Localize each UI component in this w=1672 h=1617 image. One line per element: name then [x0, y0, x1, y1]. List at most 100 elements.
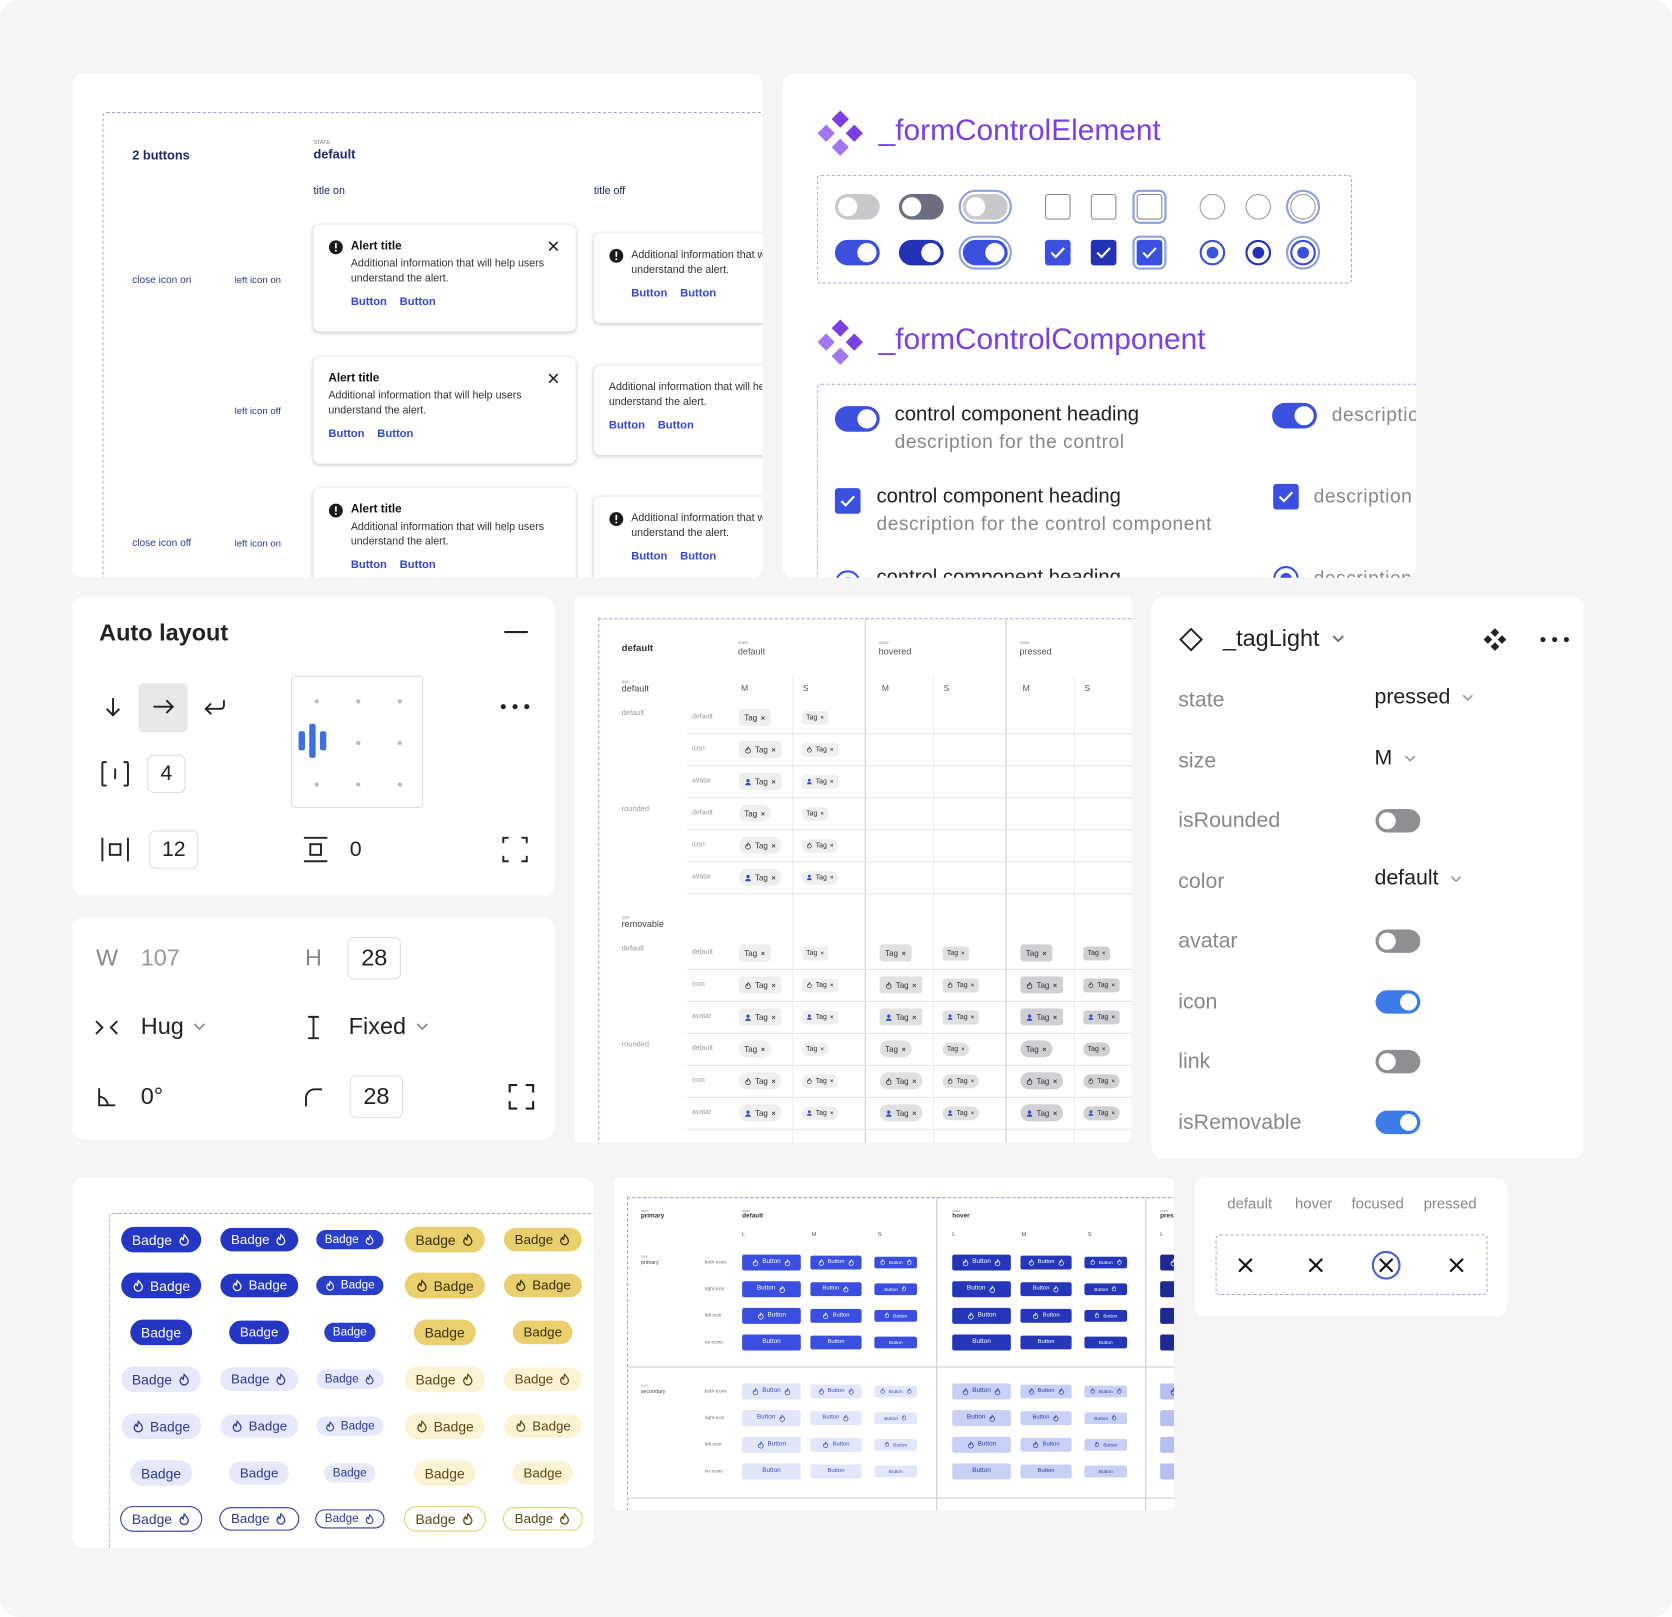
shape	[848, 1387, 854, 1395]
avatar-icon	[1088, 1014, 1094, 1020]
shape	[1170, 1258, 1174, 1266]
shape	[745, 874, 751, 881]
heading: 2 buttons	[132, 147, 190, 163]
shape	[1026, 981, 1033, 989]
alert-body: Additional information that will help us…	[350, 521, 545, 548]
shape	[906, 1259, 911, 1265]
flame-icon	[1053, 1285, 1060, 1293]
shape	[232, 1420, 242, 1433]
badge: Badge	[512, 1320, 573, 1345]
shape	[153, 699, 175, 714]
state-caption: state	[952, 1208, 961, 1213]
shape	[818, 1258, 824, 1266]
flame-icon	[461, 1233, 474, 1246]
shape	[153, 699, 175, 714]
badge: Badge	[504, 1414, 582, 1438]
shape	[806, 1110, 812, 1116]
shape	[752, 1258, 759, 1266]
shape	[912, 1015, 917, 1019]
tag: Tag	[1020, 1072, 1064, 1090]
shape	[1088, 1014, 1094, 1020]
shape	[830, 843, 834, 847]
toggle-knob	[966, 197, 986, 217]
tag-text: Tag	[806, 809, 818, 818]
panel-title-text: _tagLight	[1223, 624, 1320, 652]
state-caption: state	[737, 639, 749, 646]
state-label: hover	[952, 1213, 970, 1220]
button-text: Button	[822, 1414, 840, 1421]
shape	[133, 1279, 143, 1292]
shape	[830, 843, 834, 847]
rounding-label: rounded	[621, 1041, 650, 1049]
shape	[806, 874, 812, 881]
button: Button	[1084, 1411, 1128, 1424]
width-value: 107	[140, 944, 180, 971]
button-text: Button	[1098, 1468, 1113, 1474]
shape	[771, 843, 776, 848]
flame-icon	[1094, 1441, 1100, 1448]
shape	[1112, 1015, 1116, 1019]
property-label: icon	[1178, 989, 1218, 1014]
property-value: M	[1374, 745, 1393, 770]
badge-text: Badge	[514, 1371, 554, 1387]
tag: Tag	[1083, 977, 1121, 992]
size-label: L	[952, 1231, 956, 1239]
state-label: hover	[1295, 1194, 1333, 1212]
shape	[133, 1420, 143, 1433]
shape	[746, 1109, 750, 1114]
remove-icon	[760, 715, 765, 720]
shape	[989, 1285, 996, 1293]
row-divider	[626, 1366, 1174, 1368]
remove-icon	[1053, 1110, 1058, 1115]
alert-button: Button	[657, 418, 694, 432]
column-divider	[864, 618, 866, 1143]
remove-icon	[771, 747, 776, 752]
tag-text: Tag	[1025, 1044, 1039, 1054]
tag-text: Tag	[815, 1077, 827, 1085]
shape	[1095, 1441, 1100, 1448]
shape	[1088, 1113, 1094, 1116]
remove-icon	[771, 779, 776, 784]
row-divider	[686, 968, 1132, 970]
shape	[947, 1110, 953, 1116]
shape	[1112, 1414, 1117, 1421]
remove-icon	[771, 1078, 776, 1083]
row-divider	[686, 1000, 1132, 1002]
radio-dot	[1280, 573, 1292, 578]
shape	[1088, 1077, 1094, 1084]
remove-icon	[971, 983, 975, 987]
shape	[1053, 1285, 1059, 1293]
button-text: Button	[1037, 1387, 1055, 1395]
property-select: pressed	[1374, 685, 1474, 710]
shape	[1142, 247, 1157, 259]
shape	[335, 506, 337, 512]
variant-label: default	[692, 948, 713, 957]
shape	[1058, 1387, 1064, 1395]
shape	[326, 1280, 335, 1291]
remove-icon	[912, 1078, 917, 1083]
type-caption: type	[621, 678, 630, 684]
tag-text: Tag	[754, 872, 768, 883]
shape	[1095, 1312, 1100, 1319]
alert-button: Button	[377, 427, 414, 441]
shape	[989, 1285, 996, 1293]
direction-selected	[138, 683, 188, 733]
shape	[771, 1110, 776, 1115]
shape	[95, 1020, 118, 1035]
shape	[1028, 1258, 1034, 1266]
shape	[1090, 1388, 1095, 1394]
shape	[912, 1079, 917, 1083]
button-text: Button	[827, 1338, 845, 1346]
flame-icon	[744, 841, 751, 849]
shape	[745, 1109, 751, 1117]
shape	[912, 983, 917, 987]
shape	[365, 1234, 374, 1245]
shape	[771, 1079, 776, 1083]
tag: Tag	[738, 804, 772, 822]
shape	[971, 1015, 975, 1019]
tag-text: Tag	[1097, 1013, 1109, 1021]
radio	[1199, 239, 1226, 266]
shape	[752, 1387, 759, 1395]
row-divider	[626, 1497, 1174, 1499]
alert-button: Button	[631, 286, 668, 300]
